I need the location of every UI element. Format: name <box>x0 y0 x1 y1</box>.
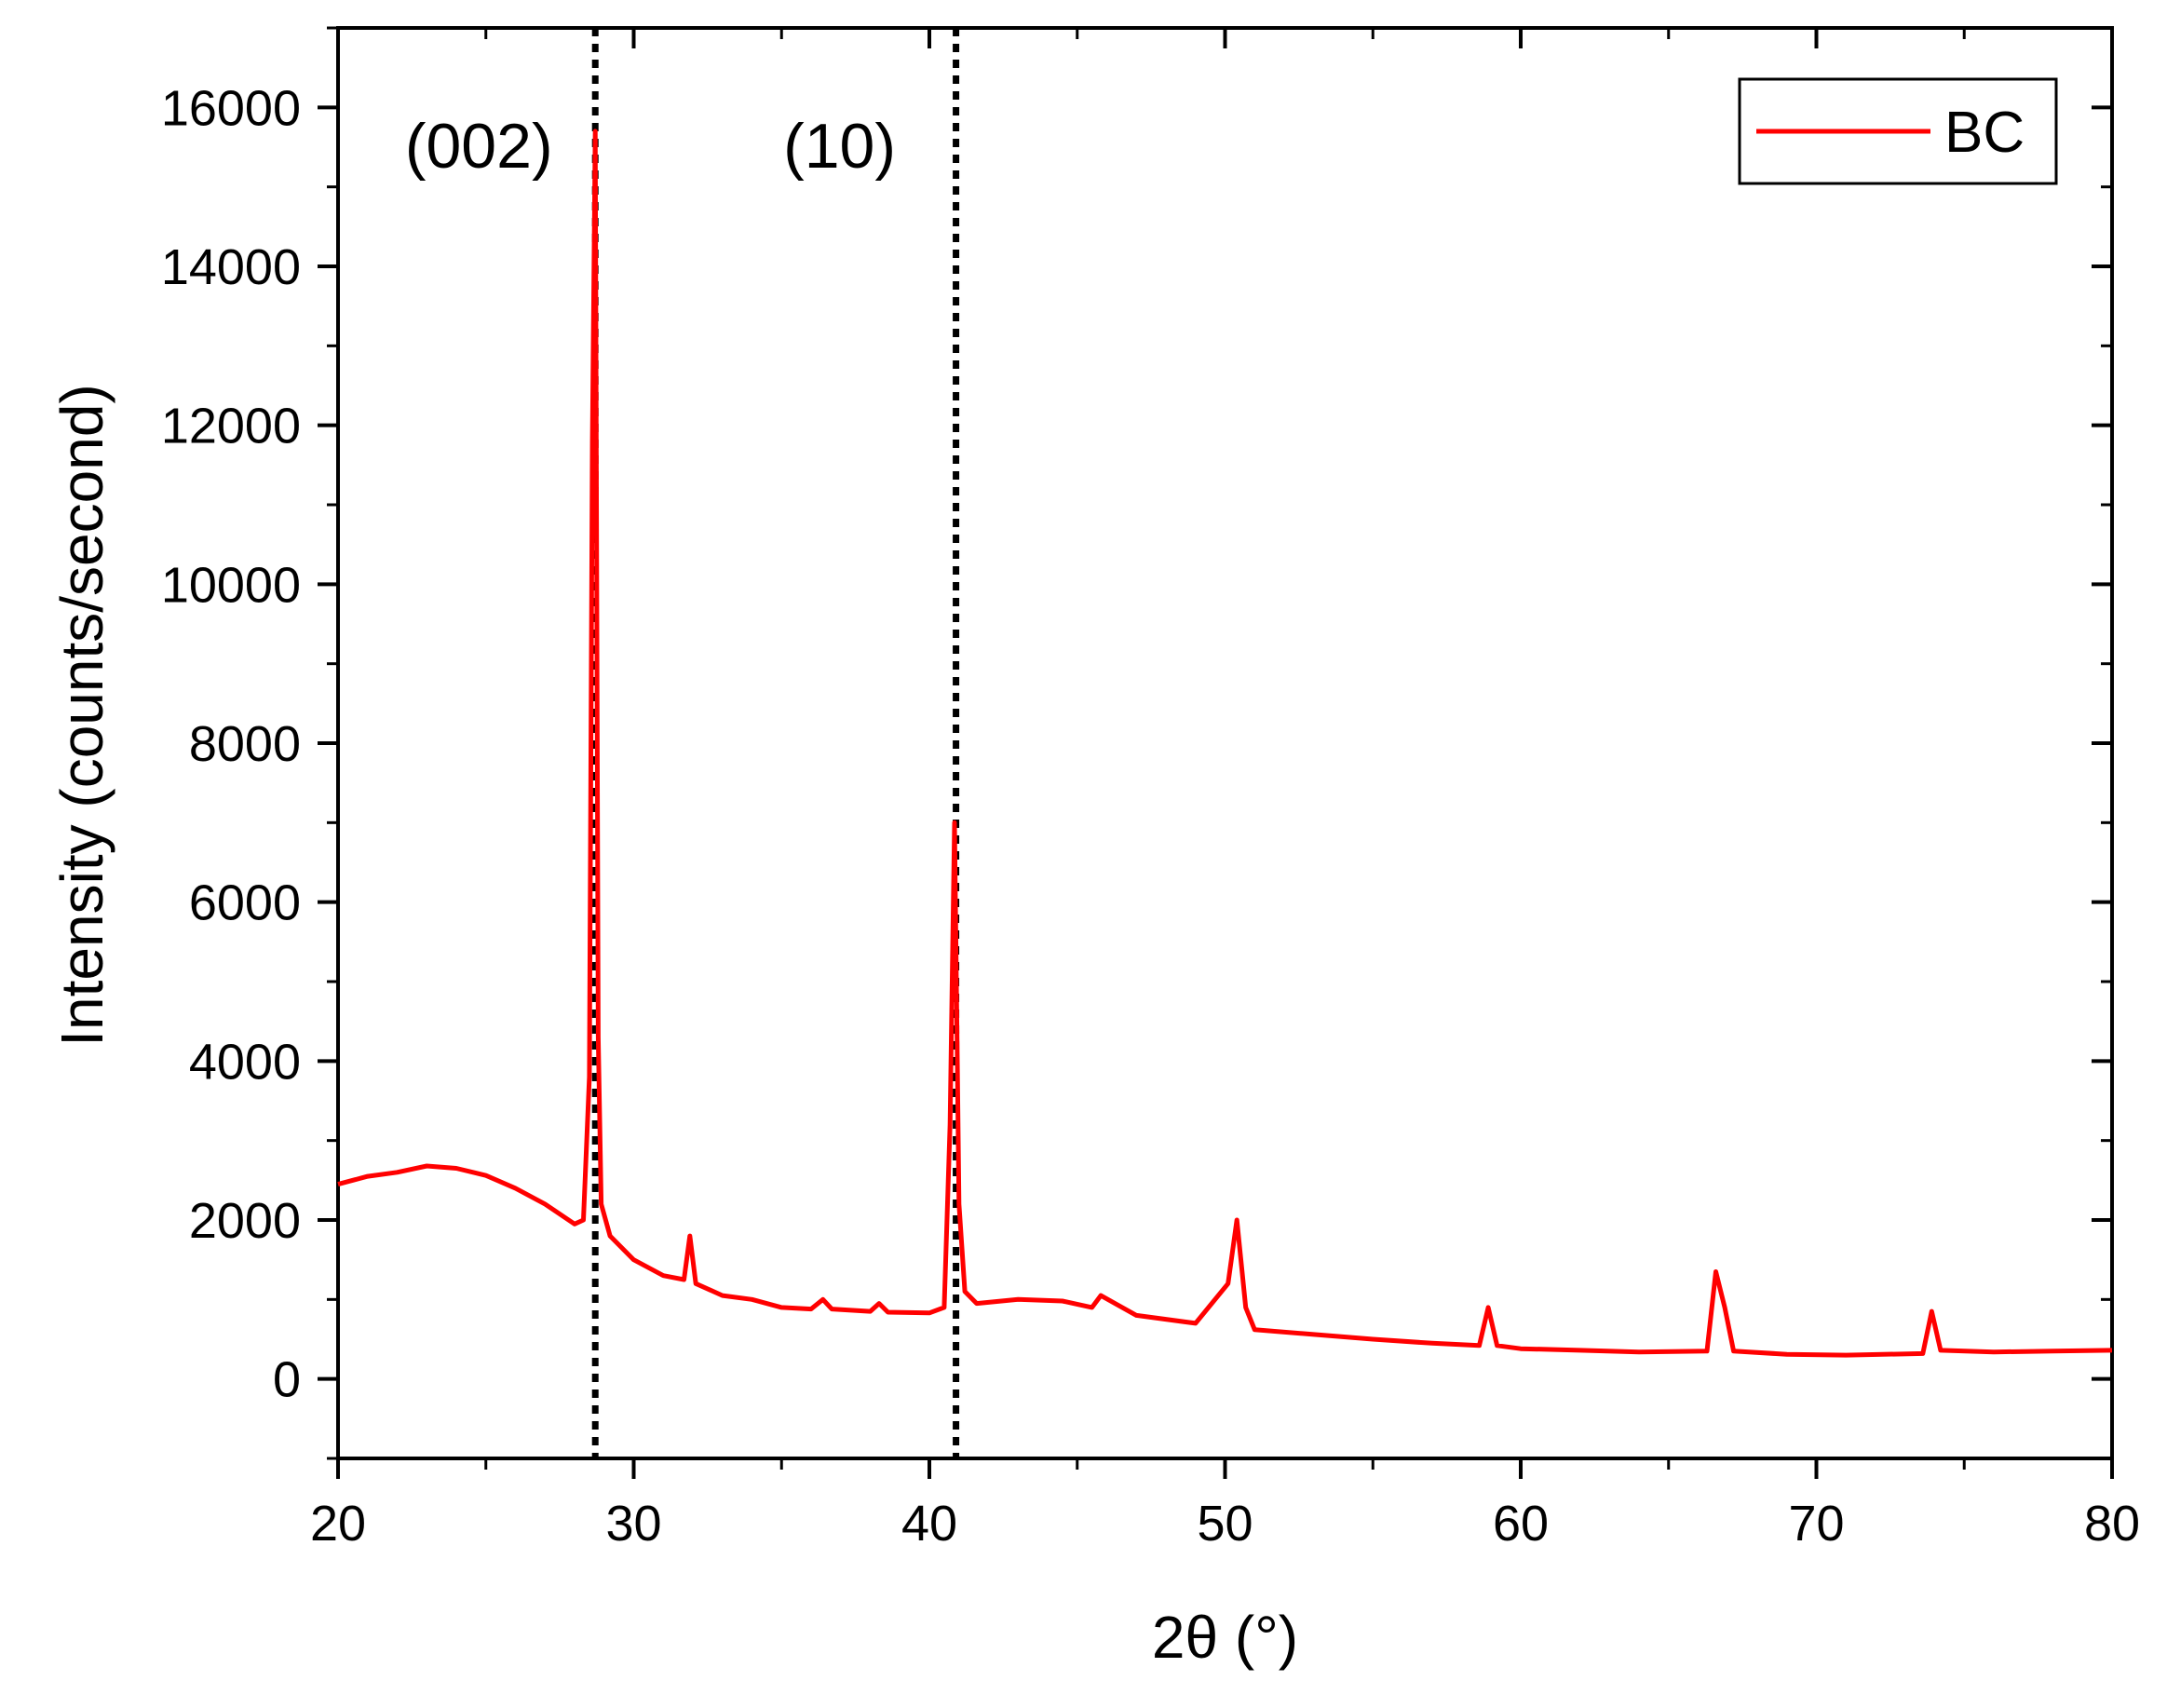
legend-label-bc: BC <box>1944 101 2025 165</box>
x-tick-label: 70 <box>1788 1496 1844 1552</box>
x-tick-label: 20 <box>310 1496 366 1552</box>
y-tick-label: 10000 <box>161 557 301 613</box>
y-tick-label: 4000 <box>189 1034 301 1090</box>
x-tick-label: 80 <box>2084 1496 2140 1552</box>
y-tick-label: 16000 <box>161 80 301 136</box>
legend: BC <box>1738 77 2058 185</box>
y-tick-label: 12000 <box>161 399 301 454</box>
y-axis-title: Intensity (counts/second) <box>48 384 115 1046</box>
reference-lines <box>591 28 960 1458</box>
plot-frame <box>336 26 2114 1460</box>
peak-annotation: (002) <box>405 111 553 182</box>
x-tick-label: 30 <box>605 1496 661 1552</box>
peak-annotation: (10) <box>783 111 896 182</box>
x-tick-label: 50 <box>1197 1496 1253 1552</box>
x-axis: 20 30 40 50 60 70 80 <box>310 28 2140 1552</box>
y-tick-label: 0 <box>273 1352 301 1408</box>
y-tick-label: 6000 <box>189 875 301 931</box>
y-tick-label: 14000 <box>161 239 301 295</box>
x-tick-label: 60 <box>1493 1496 1549 1552</box>
y-tick-label: 8000 <box>189 716 301 772</box>
x-axis-title: 2θ (°) <box>1152 1604 1298 1671</box>
y-tick-label: 2000 <box>189 1193 301 1249</box>
series-group <box>337 129 2113 1358</box>
x-tick-label: 40 <box>901 1496 957 1552</box>
annotations: (002) (10) <box>405 111 896 182</box>
series-line-bc <box>337 129 2113 1358</box>
y-axis: 0 2000 4000 6000 8000 10000 12000 14000 16000 <box>161 26 2112 1460</box>
